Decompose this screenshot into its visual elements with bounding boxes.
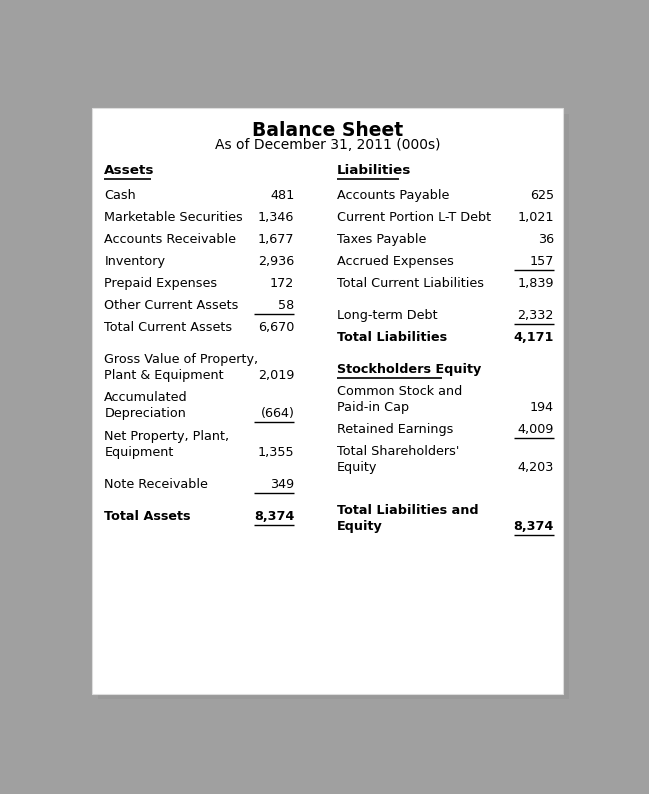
Text: Plant & Equipment: Plant & Equipment [104, 368, 224, 382]
Text: 6,670: 6,670 [258, 321, 294, 334]
Text: Liabilities: Liabilities [337, 164, 411, 177]
Text: Prepaid Expenses: Prepaid Expenses [104, 277, 217, 290]
Text: Retained Earnings: Retained Earnings [337, 423, 453, 436]
Text: 4,203: 4,203 [517, 461, 554, 474]
Text: Assets: Assets [104, 164, 155, 177]
Text: 58: 58 [278, 299, 294, 312]
Text: 172: 172 [270, 277, 294, 290]
Text: Other Current Assets: Other Current Assets [104, 299, 239, 312]
Text: 1,355: 1,355 [258, 445, 294, 459]
Text: Gross Value of Property,: Gross Value of Property, [104, 353, 258, 366]
Text: 4,009: 4,009 [517, 423, 554, 436]
Text: 8,374: 8,374 [254, 511, 294, 523]
Text: Taxes Payable: Taxes Payable [337, 233, 426, 246]
Text: Equity: Equity [337, 461, 377, 474]
Text: 625: 625 [530, 189, 554, 202]
Text: Equipment: Equipment [104, 445, 174, 459]
Text: 1,839: 1,839 [517, 277, 554, 290]
Text: Paid-in Cap: Paid-in Cap [337, 401, 409, 414]
Text: Long-term Debt: Long-term Debt [337, 309, 437, 322]
Text: (664): (664) [260, 407, 294, 420]
Text: Common Stock and: Common Stock and [337, 385, 462, 398]
Text: Equity: Equity [337, 519, 383, 533]
Text: 1,021: 1,021 [517, 211, 554, 224]
Text: 1,677: 1,677 [258, 233, 294, 246]
Text: 4,171: 4,171 [513, 331, 554, 344]
Text: As of December 31, 2011 (000s): As of December 31, 2011 (000s) [215, 138, 440, 152]
Text: Balance Sheet: Balance Sheet [252, 121, 403, 141]
Text: Note Receivable: Note Receivable [104, 478, 208, 491]
Text: Total Assets: Total Assets [104, 511, 191, 523]
Text: 8,374: 8,374 [513, 519, 554, 533]
Text: Accumulated: Accumulated [104, 391, 188, 404]
FancyBboxPatch shape [98, 114, 569, 699]
Text: Total Liabilities and: Total Liabilities and [337, 503, 478, 517]
Text: Total Shareholders': Total Shareholders' [337, 445, 459, 458]
Text: Inventory: Inventory [104, 255, 165, 268]
Text: Total Current Liabilities: Total Current Liabilities [337, 277, 484, 290]
Text: 2,936: 2,936 [258, 255, 294, 268]
FancyBboxPatch shape [92, 108, 563, 694]
Text: 2,332: 2,332 [517, 309, 554, 322]
Text: Total Liabilities: Total Liabilities [337, 331, 447, 344]
Text: 481: 481 [270, 189, 294, 202]
Text: 194: 194 [530, 401, 554, 414]
Text: Depreciation: Depreciation [104, 407, 186, 420]
Text: Current Portion L-T Debt: Current Portion L-T Debt [337, 211, 491, 224]
Text: Marketable Securities: Marketable Securities [104, 211, 243, 224]
Text: Accounts Receivable: Accounts Receivable [104, 233, 236, 246]
Text: Total Current Assets: Total Current Assets [104, 321, 232, 334]
Text: Accrued Expenses: Accrued Expenses [337, 255, 454, 268]
Text: 157: 157 [530, 255, 554, 268]
Text: 349: 349 [270, 478, 294, 491]
Text: Accounts Payable: Accounts Payable [337, 189, 449, 202]
Text: Net Property, Plant,: Net Property, Plant, [104, 430, 230, 443]
Text: 2,019: 2,019 [258, 368, 294, 382]
Text: 1,346: 1,346 [258, 211, 294, 224]
Text: Cash: Cash [104, 189, 136, 202]
Text: 36: 36 [538, 233, 554, 246]
Text: Stockholders Equity: Stockholders Equity [337, 363, 481, 376]
